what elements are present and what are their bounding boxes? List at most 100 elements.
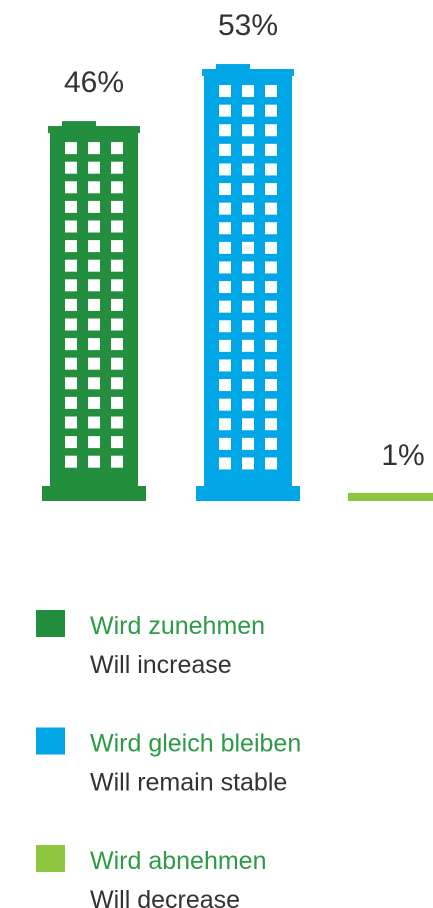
window xyxy=(219,163,231,176)
window xyxy=(111,298,123,311)
window xyxy=(265,359,277,372)
window xyxy=(65,142,77,155)
roof-cap xyxy=(216,64,250,71)
value-label: 53% xyxy=(218,9,278,42)
window xyxy=(242,437,254,450)
window xyxy=(88,259,100,272)
legend-translation: Will decrease xyxy=(90,886,240,908)
window xyxy=(219,418,231,431)
window xyxy=(242,104,254,117)
window xyxy=(111,416,123,429)
window xyxy=(265,163,277,176)
window xyxy=(265,124,277,137)
window xyxy=(242,124,254,137)
window xyxy=(111,357,123,370)
legend-swatch xyxy=(36,727,65,755)
window xyxy=(65,436,77,449)
window xyxy=(242,457,254,470)
window xyxy=(219,281,231,294)
window xyxy=(65,181,77,194)
window xyxy=(65,298,77,311)
window xyxy=(65,259,77,272)
window xyxy=(265,85,277,98)
window xyxy=(111,240,123,253)
window xyxy=(219,379,231,392)
window xyxy=(65,200,77,213)
window xyxy=(219,359,231,372)
window xyxy=(265,320,277,333)
bar xyxy=(348,492,433,501)
window xyxy=(265,183,277,196)
window xyxy=(242,183,254,196)
window xyxy=(219,300,231,313)
window xyxy=(219,320,231,333)
window xyxy=(219,104,231,117)
window xyxy=(88,240,100,253)
window xyxy=(88,298,100,311)
window xyxy=(65,455,77,468)
window xyxy=(265,202,277,215)
window xyxy=(88,220,100,233)
window xyxy=(88,181,100,194)
window xyxy=(265,222,277,235)
window xyxy=(242,398,254,411)
window xyxy=(65,396,77,409)
window xyxy=(265,379,277,392)
window xyxy=(265,241,277,254)
window xyxy=(242,241,254,254)
window xyxy=(111,455,123,468)
window xyxy=(88,357,100,370)
window xyxy=(88,338,100,351)
window xyxy=(242,163,254,176)
window xyxy=(265,104,277,117)
window xyxy=(242,281,254,294)
window xyxy=(111,181,123,194)
window xyxy=(65,240,77,253)
window xyxy=(65,161,77,174)
window xyxy=(219,457,231,470)
window xyxy=(88,455,100,468)
window xyxy=(219,85,231,98)
window xyxy=(111,318,123,331)
window xyxy=(111,377,123,390)
window xyxy=(219,339,231,352)
window xyxy=(242,379,254,392)
window xyxy=(242,202,254,215)
window xyxy=(219,398,231,411)
window xyxy=(219,241,231,254)
window xyxy=(88,142,100,155)
window xyxy=(88,396,100,409)
window xyxy=(265,300,277,313)
window xyxy=(65,357,77,370)
window xyxy=(111,142,123,155)
window xyxy=(219,124,231,137)
window xyxy=(219,222,231,235)
building-base xyxy=(42,486,146,501)
value-label: 1% xyxy=(381,439,424,472)
window xyxy=(88,161,100,174)
window xyxy=(242,339,254,352)
window xyxy=(242,359,254,372)
window xyxy=(65,279,77,292)
window xyxy=(65,338,77,351)
legend-swatch xyxy=(36,610,65,637)
window xyxy=(111,279,123,292)
window xyxy=(242,300,254,313)
building-base xyxy=(196,486,300,501)
window xyxy=(265,143,277,156)
window xyxy=(242,143,254,156)
window xyxy=(65,220,77,233)
window xyxy=(219,183,231,196)
window xyxy=(242,85,254,98)
roof-cap xyxy=(62,121,96,128)
window xyxy=(88,200,100,213)
window xyxy=(219,261,231,274)
window xyxy=(111,259,123,272)
window xyxy=(88,377,100,390)
window xyxy=(65,318,77,331)
window xyxy=(88,279,100,292)
legend-translation: Will increase xyxy=(90,651,232,679)
legend-label: Wird abnehmen xyxy=(90,847,266,875)
